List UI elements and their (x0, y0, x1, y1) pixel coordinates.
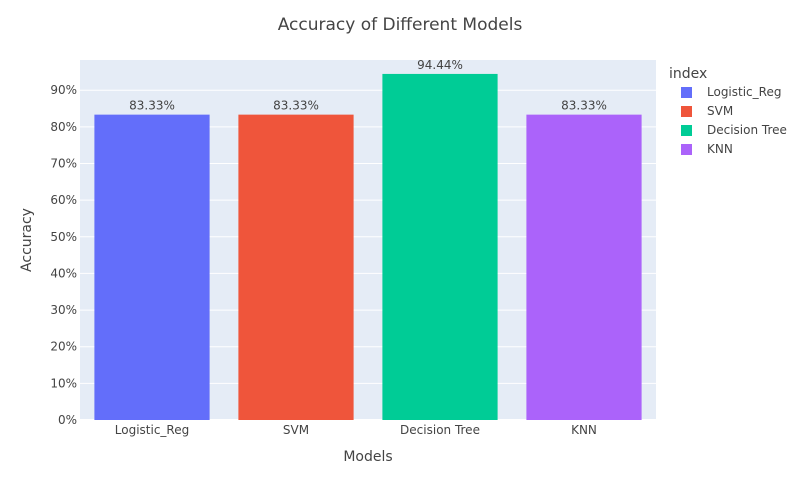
y-tick-label: 80% (50, 120, 77, 134)
x-tick-labels: Logistic_Reg SVM Decision Tree KNN (115, 423, 597, 437)
y-tick-label: 30% (50, 303, 77, 317)
bar-data-label: 83.33% (561, 99, 607, 113)
y-tick-label: 50% (50, 230, 77, 244)
y-tick-label: 90% (50, 83, 77, 97)
bar-data-label: 94.44% (417, 58, 463, 72)
y-tick-label: 40% (50, 266, 77, 280)
legend-entry-label[interactable]: Decision Tree (707, 123, 787, 137)
bar-svm[interactable] (238, 114, 354, 420)
legend-swatch[interactable] (681, 106, 692, 117)
bar-decision-tree[interactable] (382, 73, 498, 420)
bar-data-label: 83.33% (273, 99, 319, 113)
x-tick-label: Logistic_Reg (115, 423, 189, 437)
bar-knn[interactable] (526, 114, 642, 420)
y-tick-label: 60% (50, 193, 77, 207)
legend-entry-label[interactable]: Logistic_Reg (707, 85, 781, 99)
legend-swatch[interactable] (681, 125, 692, 136)
legend: index Logistic_Reg SVM Decision Tree KNN (669, 66, 787, 156)
y-tick-label: 20% (50, 340, 77, 354)
bar-data-label: 83.33% (129, 99, 175, 113)
bar-labels: 83.33% 83.33% 94.44% 83.33% (129, 58, 607, 113)
y-tick-label: 10% (50, 376, 77, 390)
bar-logistic-reg[interactable] (94, 114, 210, 420)
bars (94, 73, 642, 420)
x-tick-label: KNN (571, 423, 597, 437)
y-tick-label: 70% (50, 156, 77, 170)
x-tick-label: Decision Tree (400, 423, 480, 437)
x-tick-label: SVM (283, 423, 309, 437)
legend-swatch[interactable] (681, 87, 692, 98)
x-axis-title: Models (343, 449, 392, 465)
legend-entry-label[interactable]: SVM (707, 104, 733, 118)
y-axis-title: Accuracy (19, 208, 35, 272)
y-tick-label: 0% (58, 413, 77, 427)
chart-title: Accuracy of Different Models (278, 15, 523, 35)
legend-title: index (669, 66, 707, 82)
legend-entry-label[interactable]: KNN (707, 142, 733, 156)
y-tick-labels: 0% 10% 20% 30% 40% 50% 60% 70% 80% 90% (50, 83, 77, 427)
legend-swatch[interactable] (681, 144, 692, 155)
